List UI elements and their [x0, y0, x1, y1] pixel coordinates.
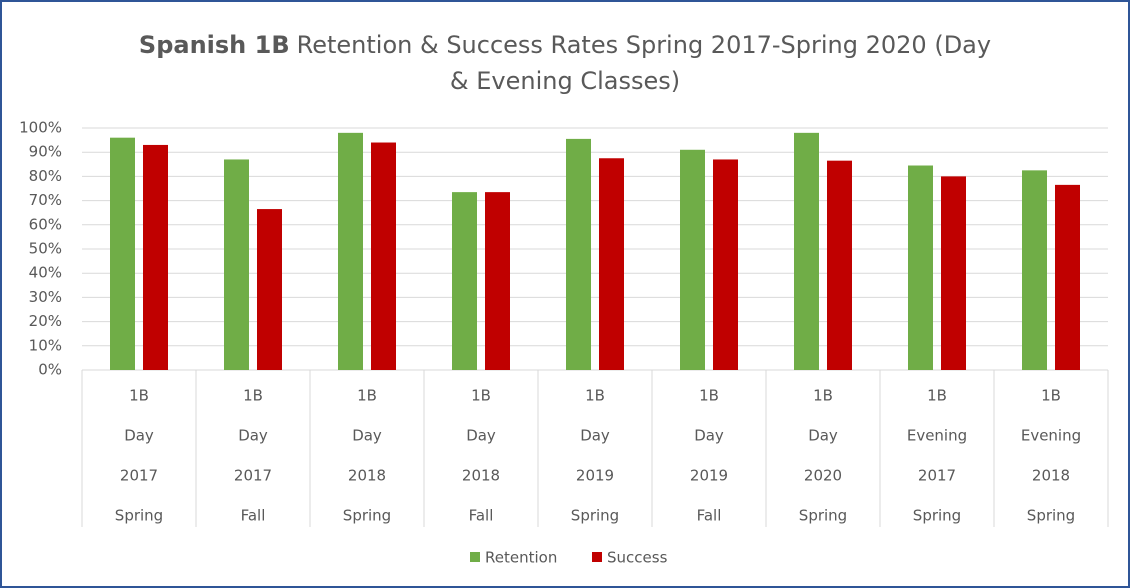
y-tick-label: 60% — [29, 215, 62, 233]
y-tick-label: 30% — [29, 288, 62, 306]
x-tick-label: 2017 — [120, 467, 158, 485]
bar — [143, 144, 168, 370]
bar — [1022, 170, 1047, 370]
x-tick-label: 1B — [471, 387, 491, 405]
x-tick-label: 1B — [585, 387, 605, 405]
y-tick-label: 70% — [29, 191, 62, 209]
x-tick-label: 1B — [1041, 387, 1061, 405]
bar — [566, 138, 591, 370]
y-tick-label: 90% — [29, 143, 62, 161]
bar — [908, 165, 933, 370]
bar — [680, 149, 705, 370]
x-tick-label: 1B — [699, 387, 719, 405]
bar — [110, 137, 135, 370]
y-tick-label: 10% — [29, 336, 62, 354]
bar — [224, 159, 249, 370]
y-tick-label: 50% — [29, 240, 62, 258]
x-tick-label: Evening — [907, 427, 967, 445]
y-tick-label: 40% — [29, 264, 62, 282]
x-tick-label: 2017 — [918, 467, 956, 485]
bar — [371, 142, 396, 370]
x-tick-label: Day — [808, 427, 838, 445]
x-tick-label: 2018 — [1032, 467, 1070, 485]
x-tick-label: Spring — [343, 507, 391, 525]
legend-label: Retention — [485, 549, 557, 567]
x-tick-label: 2019 — [576, 467, 614, 485]
x-tick-label: Spring — [1027, 507, 1075, 525]
x-tick-label: 2019 — [690, 467, 728, 485]
x-tick-label: 1B — [243, 387, 263, 405]
y-tick-label: 0% — [38, 361, 62, 379]
bar — [794, 132, 819, 370]
legend-swatch — [592, 552, 602, 562]
legend-swatch — [470, 552, 480, 562]
bar — [599, 158, 624, 370]
bar — [1055, 184, 1080, 370]
x-tick-label: Spring — [799, 507, 847, 525]
bar — [941, 176, 966, 370]
title-rest: Retention & Success Rates Spring 2017-Sp… — [297, 31, 991, 59]
x-tick-label: Spring — [571, 507, 619, 525]
x-tick-label: 2018 — [462, 467, 500, 485]
y-tick-label: 20% — [29, 312, 62, 330]
bar — [452, 192, 477, 370]
x-tick-label: Day — [466, 427, 496, 445]
x-tick-label: 1B — [129, 387, 149, 405]
x-tick-label: 1B — [813, 387, 833, 405]
bar — [713, 159, 738, 370]
x-tick-label: Day — [694, 427, 724, 445]
title-bold: Spanish 1B — [139, 31, 290, 59]
bar — [257, 209, 282, 370]
x-tick-label: Day — [124, 427, 154, 445]
x-tick-label: 2018 — [348, 467, 386, 485]
x-tick-label: 2017 — [234, 467, 272, 485]
x-tick-label: Day — [580, 427, 610, 445]
legend-label: Success — [607, 549, 668, 567]
y-tick-label: 80% — [29, 167, 62, 185]
chart-title-line2: & Evening Classes) — [450, 67, 680, 95]
x-tick-label: 1B — [927, 387, 947, 405]
bar — [827, 160, 852, 370]
x-tick-label: Fall — [697, 507, 722, 525]
y-tick-label: 100% — [19, 119, 62, 137]
x-tick-label: Spring — [115, 507, 163, 525]
bar — [485, 192, 510, 370]
x-tick-label: Evening — [1021, 427, 1081, 445]
x-tick-label: 2020 — [804, 467, 842, 485]
x-tick-label: 1B — [357, 387, 377, 405]
chart-title: Spanish 1B Retention & Success Rates Spri… — [139, 31, 991, 59]
x-tick-label: Fall — [241, 507, 266, 525]
x-tick-label: Fall — [469, 507, 494, 525]
bar — [338, 132, 363, 370]
x-tick-label: Day — [238, 427, 268, 445]
x-tick-label: Day — [352, 427, 382, 445]
x-tick-label: Spring — [913, 507, 961, 525]
